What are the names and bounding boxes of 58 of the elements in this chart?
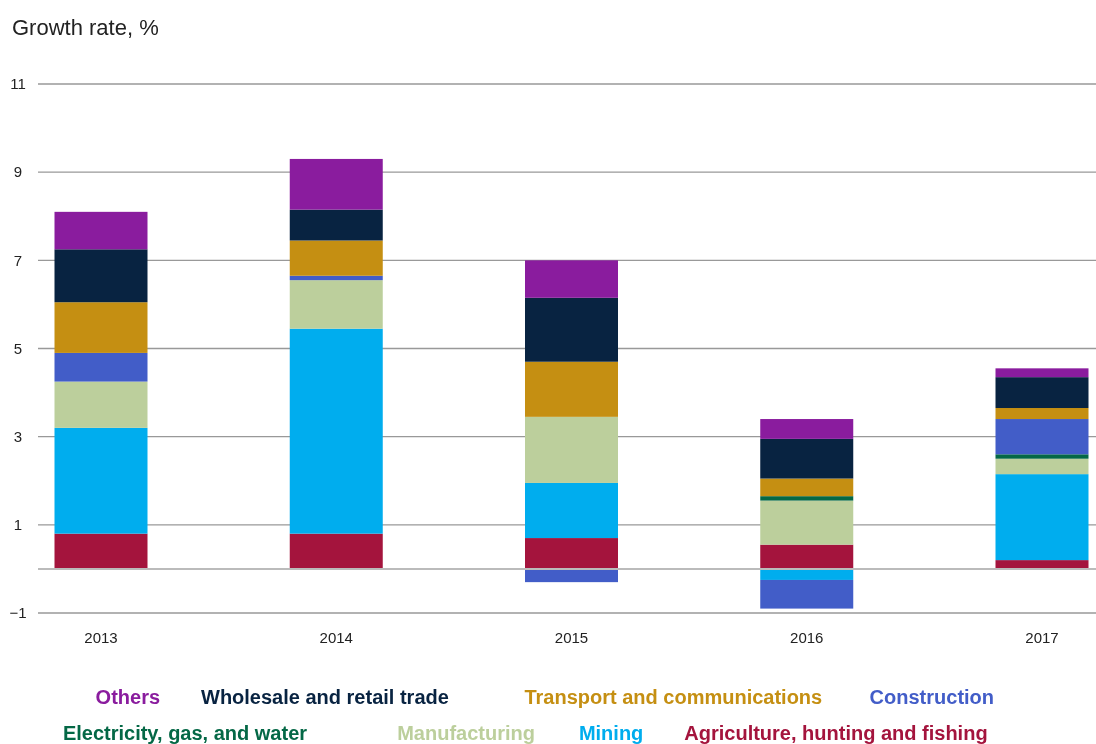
bar (760, 438, 854, 479)
bar (289, 158, 383, 210)
bar (995, 408, 1089, 420)
bar (760, 478, 854, 497)
bar (54, 352, 148, 382)
text: Mining (578, 722, 644, 744)
y-tick-label: 11 (10, 75, 26, 93)
bar (995, 560, 1089, 569)
bar (289, 209, 383, 241)
bar (760, 419, 854, 439)
bar (760, 579, 854, 609)
y-tick-label: 3 (13, 427, 23, 445)
bar (760, 568, 854, 580)
bar (54, 302, 148, 353)
bar (760, 496, 854, 501)
y-tick-label: 7 (13, 251, 23, 269)
x-tick-label: 2013 (84, 629, 118, 646)
bar (995, 368, 1089, 378)
bar (54, 211, 148, 250)
x-tick-label: 2015 (554, 629, 589, 646)
bar (995, 377, 1089, 409)
bar (995, 419, 1089, 455)
y-tick-label: 5 (13, 339, 23, 357)
x-tick-label: 2017 (1025, 629, 1059, 646)
bar (54, 381, 148, 428)
bar (995, 458, 1089, 475)
y-axis-title: Growth rate, % (12, 15, 159, 40)
x-tick-label: 2016 (790, 629, 824, 646)
text: Manufacturing (397, 722, 535, 744)
y-tick-label: −1 (9, 604, 27, 622)
text: Construction (869, 686, 995, 708)
bar (525, 482, 618, 539)
x-tick-label: 2014 (319, 629, 353, 646)
bar (525, 260, 618, 298)
bar (289, 328, 383, 534)
bar (289, 275, 383, 281)
y-tick-label: 1 (13, 516, 23, 534)
text: Electricity, gas, and water (62, 722, 308, 744)
bar (760, 500, 854, 545)
bar (525, 416, 618, 483)
bar (54, 427, 148, 534)
bar (54, 533, 148, 569)
bar (995, 474, 1089, 561)
bar (525, 538, 618, 569)
bar (995, 454, 1089, 459)
bar (289, 280, 383, 329)
bar (525, 361, 618, 417)
bar (289, 533, 383, 569)
bar (54, 249, 148, 303)
text: Agriculture, hunting and fishing (684, 722, 988, 744)
text: Others (95, 686, 161, 708)
text: Transport and communications (524, 686, 823, 708)
bar (760, 544, 854, 569)
y-tick-label: 9 (13, 163, 23, 181)
bar (525, 568, 618, 583)
bar (525, 297, 618, 362)
bar (289, 240, 383, 276)
text: Wholesale and retail trade (201, 686, 449, 708)
